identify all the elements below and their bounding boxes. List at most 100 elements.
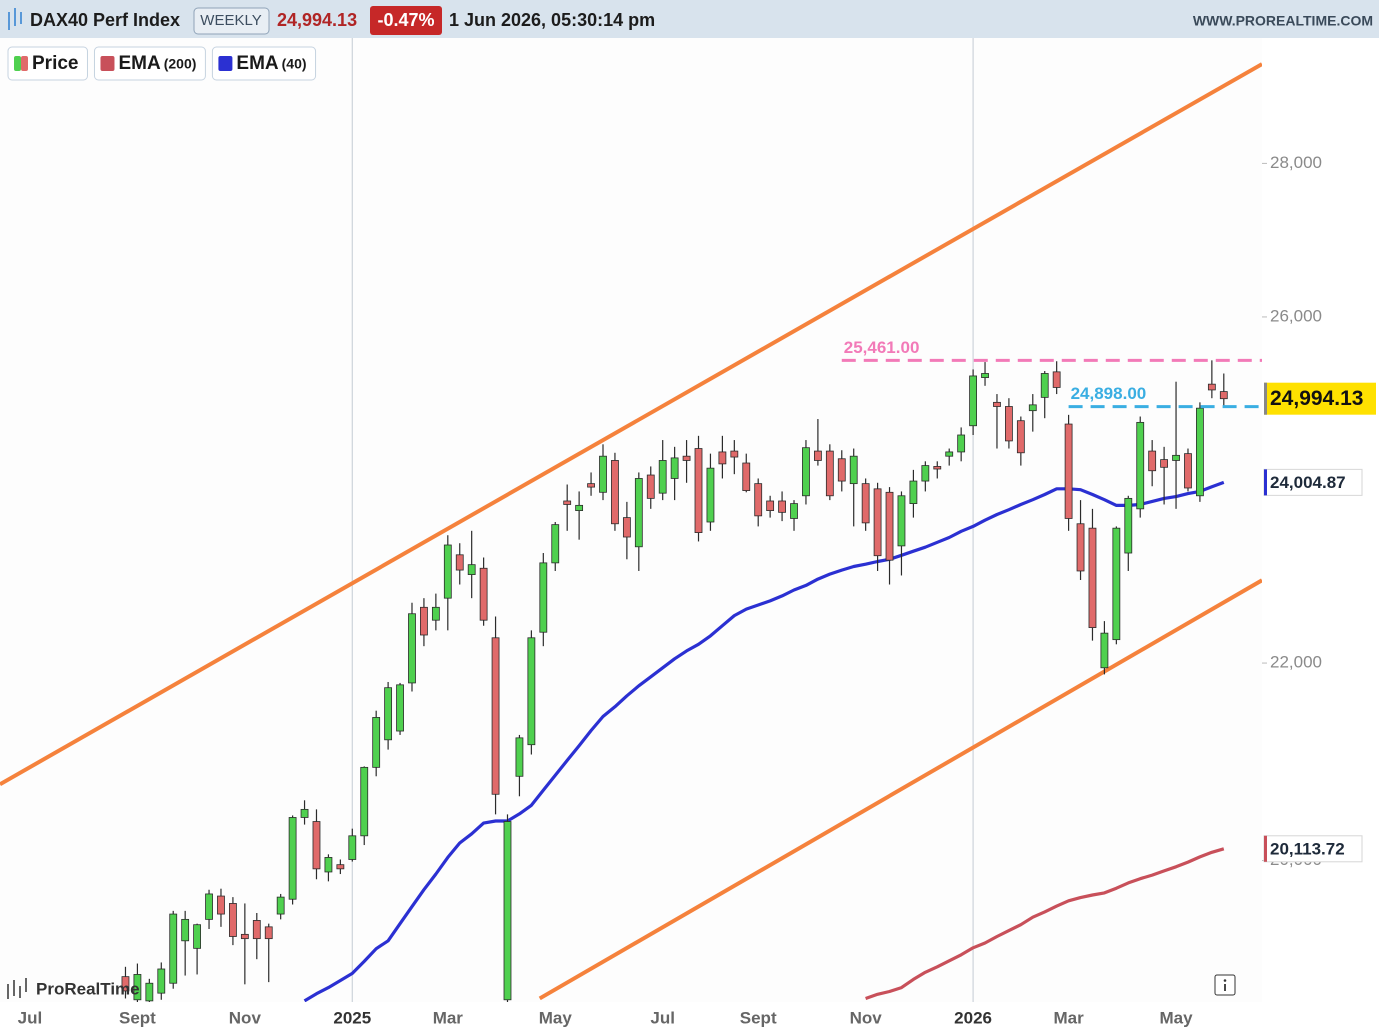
x-tick-label: Jul xyxy=(18,1008,43,1027)
y-tick-label: 28,000 xyxy=(1270,153,1322,172)
candle-body xyxy=(145,982,154,1002)
change-box xyxy=(370,6,442,35)
candle-body xyxy=(121,976,130,992)
legend-label: EMA xyxy=(118,53,161,74)
candle-body xyxy=(563,500,572,505)
candle-body xyxy=(682,455,691,461)
candle-body xyxy=(718,451,727,465)
candle-body xyxy=(1100,632,1109,669)
candle-body xyxy=(813,450,822,461)
trendline xyxy=(0,62,1262,786)
candle-body xyxy=(587,483,595,488)
legend-item[interactable] xyxy=(93,46,206,81)
candle-body xyxy=(694,448,703,533)
candle-body xyxy=(921,465,930,482)
x-tick-label: Mar xyxy=(1053,1008,1084,1027)
level-label: 24,898.00 xyxy=(1071,384,1147,403)
candle-body xyxy=(873,488,882,557)
candle-body xyxy=(384,687,393,741)
candle-body xyxy=(885,491,894,561)
change: -0.47% xyxy=(377,10,434,30)
info-button[interactable] xyxy=(1214,974,1236,996)
chart-title: DAX40 Perf Index xyxy=(30,10,180,30)
candle-body xyxy=(336,864,345,870)
logo-icon xyxy=(7,978,27,999)
plot: 25,461.00 24,898.00 xyxy=(0,38,1262,1002)
last-price-bar xyxy=(1264,382,1267,415)
candle-body xyxy=(217,895,225,915)
candle-body xyxy=(467,564,476,575)
candle-body xyxy=(1016,420,1025,454)
x-tick-label: Nov xyxy=(850,1008,883,1027)
candle-body xyxy=(897,495,906,547)
candle-body xyxy=(634,478,643,548)
candle-body xyxy=(1040,373,1049,398)
legend-swatch xyxy=(14,56,21,71)
candle-body xyxy=(1207,383,1216,391)
last-price-box xyxy=(1264,382,1376,415)
candle-body xyxy=(240,933,249,940)
y-tick-label: 22,000 xyxy=(1270,653,1322,672)
candle-body xyxy=(527,637,536,746)
legend-period: (40) xyxy=(282,56,307,72)
candle-body xyxy=(706,467,715,523)
candle-body xyxy=(1124,497,1133,554)
last-value-label: 24,004.87 xyxy=(1270,473,1346,492)
timeframe[interactable]: WEEKLY xyxy=(200,12,261,29)
legend: Price EMA (200) EMA (40) xyxy=(7,46,317,81)
candle-body xyxy=(837,458,846,482)
candle-body xyxy=(766,500,775,511)
candle-body xyxy=(646,474,655,499)
ema-line xyxy=(865,847,1225,1001)
datetime: 1 Jun 2026, 05:30:14 pm xyxy=(449,10,655,30)
candle-body xyxy=(1148,450,1157,472)
x-tick-label: Mar xyxy=(433,1008,464,1027)
last-price-label: 24,994.13 xyxy=(1270,387,1363,410)
legend-period: (200) xyxy=(164,56,197,72)
logo: ProRealTime xyxy=(36,979,140,998)
candle-body xyxy=(599,455,607,493)
x-tick-label: Sept xyxy=(119,1008,156,1027)
candle-body xyxy=(802,447,810,497)
candle-body xyxy=(611,460,619,525)
legend-label: EMA xyxy=(236,53,279,74)
y-tick-label: 26,000 xyxy=(1270,306,1322,325)
candle-body xyxy=(479,567,488,621)
candle-body xyxy=(443,544,452,599)
candle-body xyxy=(229,903,237,937)
candle-body xyxy=(1028,404,1037,412)
legend-item[interactable] xyxy=(211,46,317,81)
legend-swatch xyxy=(100,56,115,71)
candle-body xyxy=(133,974,142,1001)
candle-body xyxy=(670,457,679,479)
axes: Jul Sept Nov 2025 Mar May Jul Sept Nov 2026 Mar May… xyxy=(18,153,1376,1027)
last-value-box xyxy=(1263,468,1363,496)
candle-body xyxy=(1219,391,1228,400)
x-tick-label: May xyxy=(539,1008,573,1027)
candle-body xyxy=(157,968,166,994)
candle-body xyxy=(969,375,977,427)
legend-item[interactable] xyxy=(7,46,88,81)
trendline xyxy=(538,578,1262,1001)
timeframe-box[interactable] xyxy=(193,7,270,35)
candle-body xyxy=(981,373,989,378)
candle-body xyxy=(312,821,321,870)
last-value-bar xyxy=(1264,469,1267,496)
last-value-bar xyxy=(1264,835,1267,862)
candle-body xyxy=(372,717,381,768)
candle-body xyxy=(348,835,357,860)
level-label: 25,461.00 xyxy=(844,338,920,357)
candle-body xyxy=(300,808,309,818)
candle-body xyxy=(1184,453,1192,489)
candle-body xyxy=(622,517,631,538)
candle-body xyxy=(431,606,440,621)
last-value-box xyxy=(1263,835,1363,863)
candle-body xyxy=(324,857,333,873)
candle-body xyxy=(790,503,798,519)
candle-body xyxy=(503,821,512,1001)
candle-body xyxy=(1064,423,1073,519)
candle-body xyxy=(778,500,786,513)
x-tick-label: 2026 xyxy=(954,1008,992,1027)
